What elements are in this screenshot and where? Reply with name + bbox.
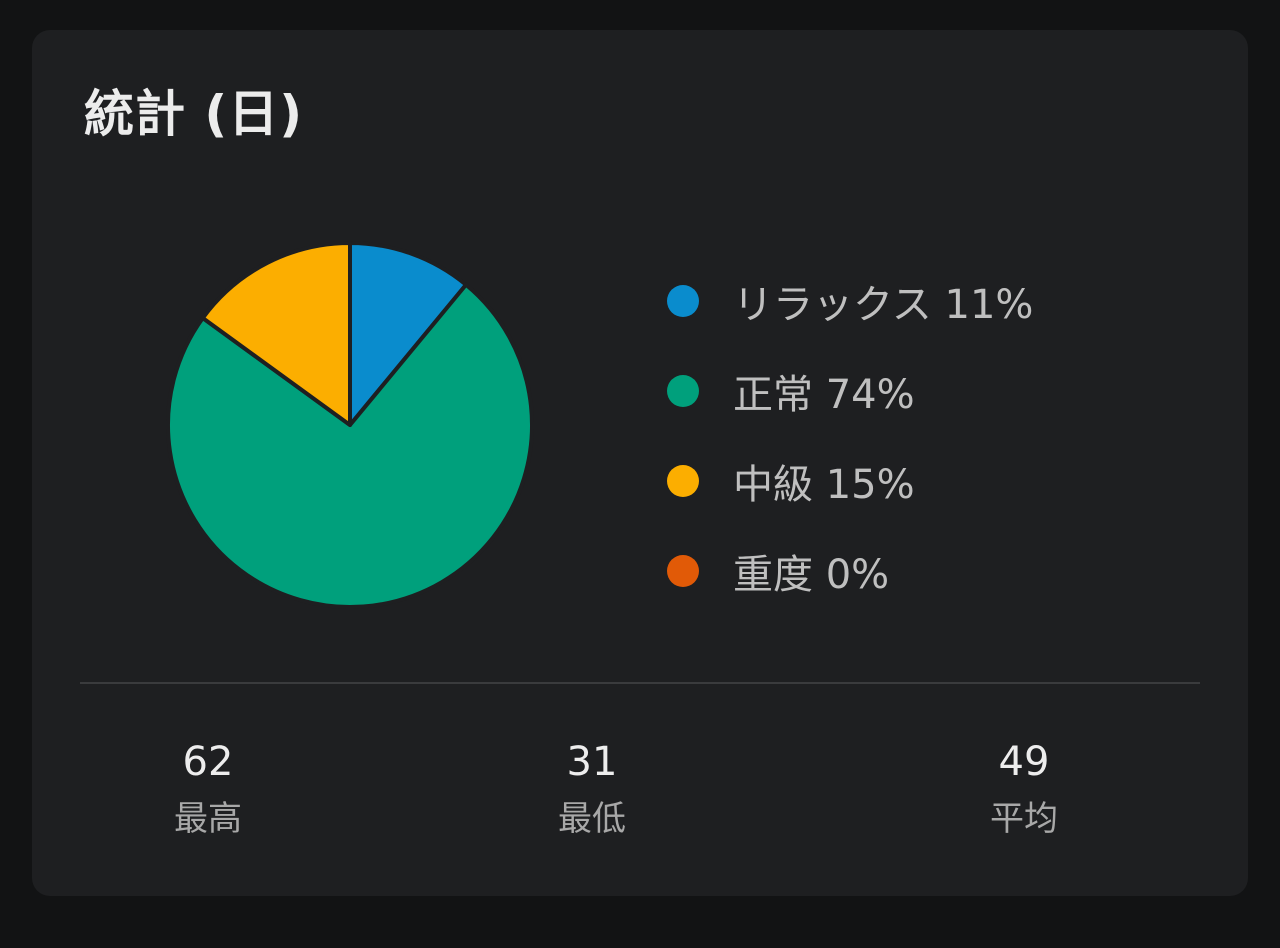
legend-item-medium: 中級 15% <box>667 436 1033 526</box>
pie-slice-relax <box>348 241 469 427</box>
legend-label-relax: リラックス 11% <box>733 282 1034 328</box>
stat-max: 62 最高 <box>108 736 308 844</box>
legend-item-normal: 正常 74% <box>667 346 1033 436</box>
pie-chart <box>166 241 534 609</box>
legend-dot-medium <box>667 465 699 497</box>
pie-slice-medium <box>200 241 352 427</box>
stat-max-value: 62 <box>182 739 234 785</box>
stat-min: 31 最低 <box>492 736 692 844</box>
legend-item-relax: リラックス 11% <box>667 256 1033 346</box>
stat-min-label: 最低 <box>558 799 626 839</box>
stat-avg: 49 平均 <box>924 736 1124 844</box>
legend-label-medium: 中級 15% <box>733 462 915 508</box>
legend-label-normal: 正常 74% <box>733 372 915 418</box>
legend-dot-relax <box>667 285 699 317</box>
chart-legend: リラックス 11% 正常 74% 中級 15% 重度 0% <box>667 256 1033 616</box>
legend-dot-severe <box>667 555 699 587</box>
legend-label-severe: 重度 0% <box>733 552 890 598</box>
legend-dot-normal <box>667 375 699 407</box>
legend-item-severe: 重度 0% <box>667 526 1033 616</box>
pie-slice-normal <box>166 282 534 609</box>
card-title: 統計 (日) <box>84 85 304 143</box>
stat-min-value: 31 <box>566 739 618 785</box>
divider <box>80 682 1200 684</box>
stat-avg-label: 平均 <box>990 799 1058 839</box>
stat-avg-value: 49 <box>998 739 1050 785</box>
stats-card: 統計 (日) リラックス 11% 正常 74% 中級 15% 重度 0% 62 … <box>32 30 1248 896</box>
stat-max-label: 最高 <box>174 799 242 839</box>
